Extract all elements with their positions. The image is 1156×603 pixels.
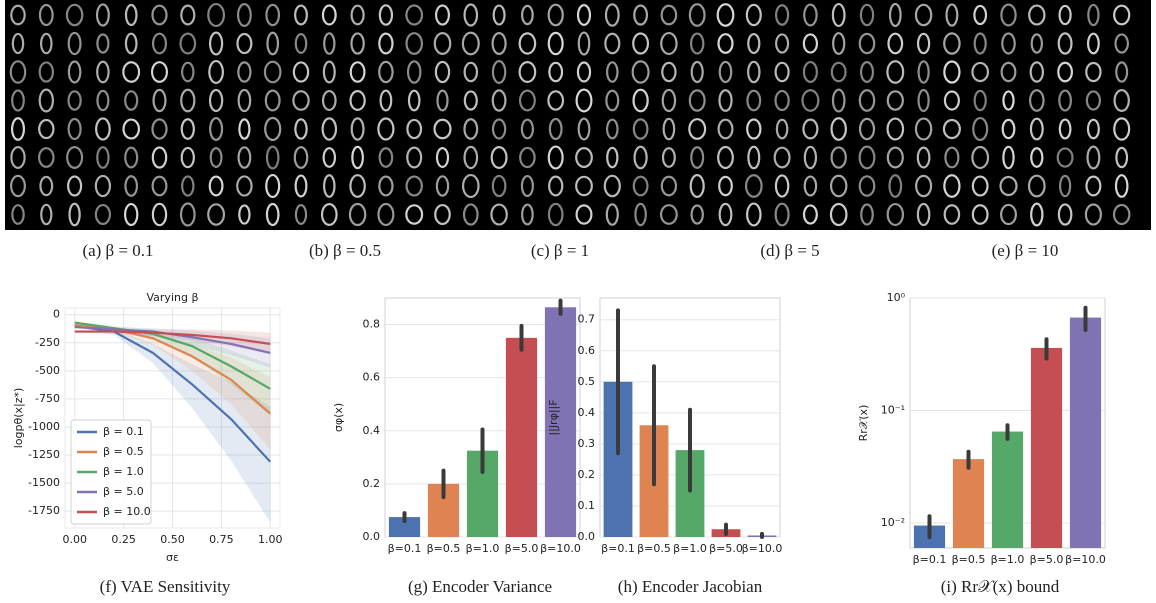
x-tick-label: β=1.0 xyxy=(991,553,1025,566)
image-caption: (d) β = 5 xyxy=(760,241,819,260)
y-tick-label: -1000 xyxy=(28,420,60,433)
y-tick-label: 10⁻¹ xyxy=(881,404,905,417)
y-axis-label: σφ(x) xyxy=(332,403,345,432)
y-axis-label: Rr𝒳(x) xyxy=(857,405,870,442)
y-tick-label: 10⁻² xyxy=(881,516,905,529)
x-tick-label: β=0.5 xyxy=(427,542,461,555)
x-tick-label: 0.50 xyxy=(160,533,185,546)
y-tick-label: 0 xyxy=(53,308,60,321)
bar xyxy=(506,338,537,537)
chart-caption: (g) Encoder Variance xyxy=(408,577,552,596)
x-tick-label: β=0.1 xyxy=(388,542,422,555)
legend-label: β = 10.0 xyxy=(103,505,151,518)
x-tick-label: β=5.0 xyxy=(1030,553,1064,566)
x-tick-label: β=1.0 xyxy=(673,542,707,555)
bar xyxy=(992,432,1023,548)
y-tick-label: 0.6 xyxy=(363,371,381,384)
bar xyxy=(1031,348,1062,548)
y-tick-label: 10⁰ xyxy=(887,291,906,304)
y-axis-label: logpθ(x|z*) xyxy=(12,388,25,449)
y-tick-label: 0.7 xyxy=(578,313,596,326)
x-tick-label: β=10.0 xyxy=(742,542,783,555)
chart-caption: (h) Encoder Jacobian xyxy=(618,577,763,596)
chart-title: Varying β xyxy=(147,291,199,304)
y-tick-label: 0.1 xyxy=(578,499,596,512)
x-tick-label: β=5.0 xyxy=(505,542,539,555)
x-tick-label: 0.00 xyxy=(63,533,88,546)
figure: (a) β = 0.1 (b) β = 0.5 (c) β = 1 (d) β … xyxy=(0,0,1156,603)
y-tick-label: 0.3 xyxy=(578,437,596,450)
bar xyxy=(1070,318,1101,548)
x-tick-label: 0.25 xyxy=(111,533,136,546)
y-tick-label: -500 xyxy=(35,364,60,377)
image-caption: (b) β = 0.5 xyxy=(309,241,381,260)
legend-label: β = 0.1 xyxy=(103,425,144,438)
x-tick-label: β=0.5 xyxy=(952,553,986,566)
y-tick-label: -750 xyxy=(35,392,60,405)
image-caption: (a) β = 0.1 xyxy=(82,241,153,260)
y-tick-label: 0.0 xyxy=(363,530,381,543)
y-tick-label: -1250 xyxy=(28,448,60,461)
bar xyxy=(953,459,984,548)
y-tick-label: -1500 xyxy=(28,476,60,489)
x-tick-label: β=0.5 xyxy=(637,542,671,555)
y-tick-label: 0.2 xyxy=(578,468,596,481)
x-tick-label: 1.00 xyxy=(258,533,283,546)
y-tick-label: 0.0 xyxy=(578,530,596,543)
image-caption: (e) β = 10 xyxy=(992,241,1059,260)
legend-label: β = 1.0 xyxy=(103,465,144,478)
chart-caption: (f) VAE Sensitivity xyxy=(100,577,231,596)
legend-label: β = 5.0 xyxy=(103,485,144,498)
y-tick-label: 0.5 xyxy=(578,375,596,388)
x-tick-label: β=10.0 xyxy=(1065,553,1106,566)
x-tick-label: 0.75 xyxy=(209,533,234,546)
y-tick-label: 0.6 xyxy=(578,344,596,357)
y-tick-label: 0.4 xyxy=(363,424,381,437)
y-tick-label: -1750 xyxy=(28,504,60,517)
chart-caption: (i) Rr𝒳(x) bound xyxy=(941,577,1060,596)
y-tick-label: 0.2 xyxy=(363,477,381,490)
x-tick-label: β=10.0 xyxy=(540,542,581,555)
x-tick-label: β=5.0 xyxy=(709,542,743,555)
image-caption: (c) β = 1 xyxy=(531,241,589,260)
y-tick-label: 0.8 xyxy=(363,318,381,331)
x-axis-label: σε xyxy=(166,551,179,564)
x-tick-label: β=0.1 xyxy=(601,542,635,555)
y-tick-label: 0.4 xyxy=(578,406,596,419)
y-tick-label: -250 xyxy=(35,336,60,349)
x-tick-label: β=0.1 xyxy=(913,553,947,566)
x-tick-label: β=1.0 xyxy=(466,542,500,555)
y-axis-label: ||Jrφ||F xyxy=(547,399,560,435)
legend-label: β = 0.5 xyxy=(103,445,144,458)
